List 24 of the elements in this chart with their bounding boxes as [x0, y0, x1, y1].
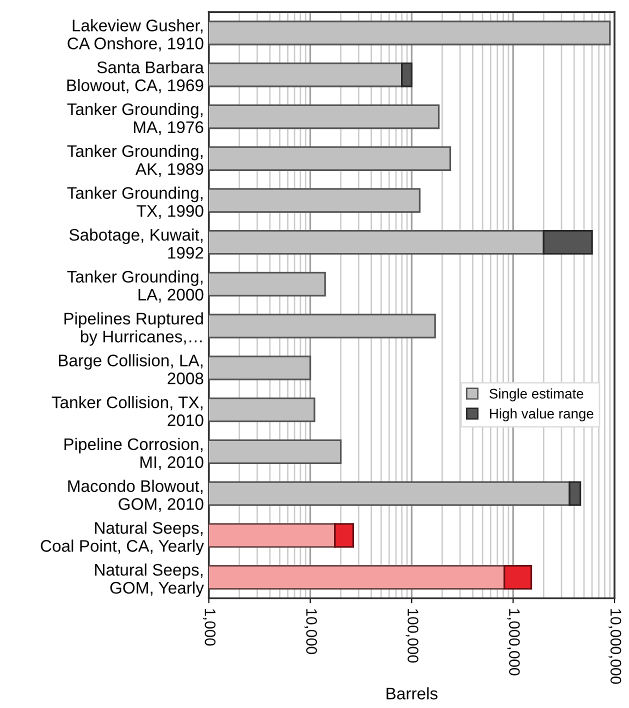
y-tick-label: Tanker Collision, TX, 2010: [52, 396, 204, 426]
bar: [504, 564, 532, 590]
legend-label: High value range: [490, 408, 594, 422]
x-tick-label: 1,000,000: [507, 609, 520, 676]
y-tick-label: Pipelines Ruptured by Hurricanes,…: [64, 312, 203, 346]
y-tick-label: Tanker Grounding, TX, 1990: [67, 186, 204, 219]
y-tick-label: Pipeline Corrosion, MI, 2010: [64, 438, 204, 470]
x-tick-label: 10,000,000: [608, 609, 622, 684]
y-tick-label: Natural Seeps, Coal Point, CA, Yearly: [40, 522, 204, 556]
y-tick-label: Santa Barbara Blowout, CA, 1969: [67, 61, 204, 94]
bar: [334, 523, 354, 548]
y-tick-label: Tanker Grounding, LA, 2000: [67, 270, 204, 303]
y-tick-label: Barge Collision, LA, 2008: [58, 354, 204, 384]
x-axis-title: Barrels: [386, 687, 438, 700]
y-tick-label: Natural Seeps, GOM, Yearly: [95, 564, 204, 598]
y-tick-label: Tanker Grounding, AK, 1989: [67, 144, 204, 177]
legend-label: Single estimate: [490, 388, 584, 402]
x-tick-label: 10,000: [304, 609, 317, 654]
y-tick-label: Macondo Blowout, GOM, 2010: [68, 480, 204, 512]
y-tick-label: Tanker Grounding, MA, 1976: [67, 102, 204, 136]
x-tick-label: 1,000: [202, 609, 216, 646]
x-tick-label: 100,000: [406, 609, 418, 663]
y-tick-label: Lakeview Gusher, CA Onshore, 1910: [68, 19, 204, 52]
y-tick-label: Sabotage, Kuwait, 1992: [69, 228, 204, 259]
